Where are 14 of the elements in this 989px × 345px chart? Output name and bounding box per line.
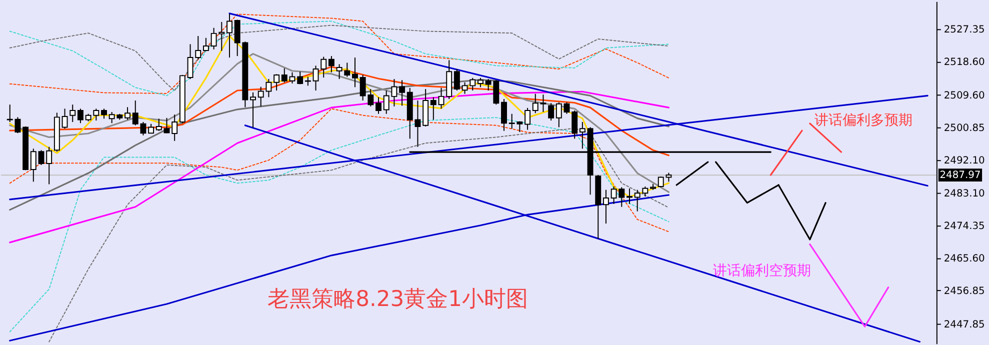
y-tick-label: 2492.10: [944, 155, 985, 166]
y-tick-label: 2465.60: [944, 253, 985, 264]
y-tick-label: 2447.85: [944, 319, 985, 330]
y-tick-label: 2474.35: [944, 221, 985, 232]
y-tick-label: 2518.60: [944, 57, 985, 68]
y-tick-label: 2527.35: [944, 24, 985, 36]
y-tick-label: 2456.85: [944, 286, 985, 297]
annotation: 讲话偏利多预期: [814, 112, 912, 128]
y-tick-label: 2483.10: [944, 188, 985, 200]
ref-line-label: 2487.97: [940, 170, 981, 182]
annotation: 讲话偏利空预期: [713, 263, 812, 280]
text: 老黑策略8.23黄金1小时图: [268, 286, 528, 312]
y-tick-label: 2509.60: [944, 90, 985, 102]
y-tick-label: 2500.85: [944, 122, 985, 134]
